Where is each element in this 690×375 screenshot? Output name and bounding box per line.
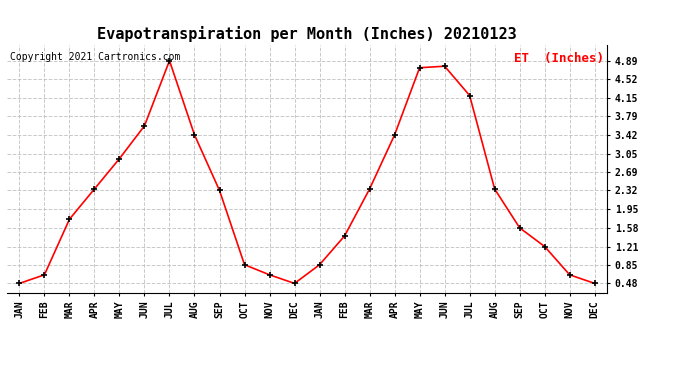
Title: Evapotranspiration per Month (Inches) 20210123: Evapotranspiration per Month (Inches) 20… xyxy=(97,27,517,42)
Text: Copyright 2021 Cartronics.com: Copyright 2021 Cartronics.com xyxy=(10,53,180,62)
Text: ET  (Inches): ET (Inches) xyxy=(514,53,604,65)
